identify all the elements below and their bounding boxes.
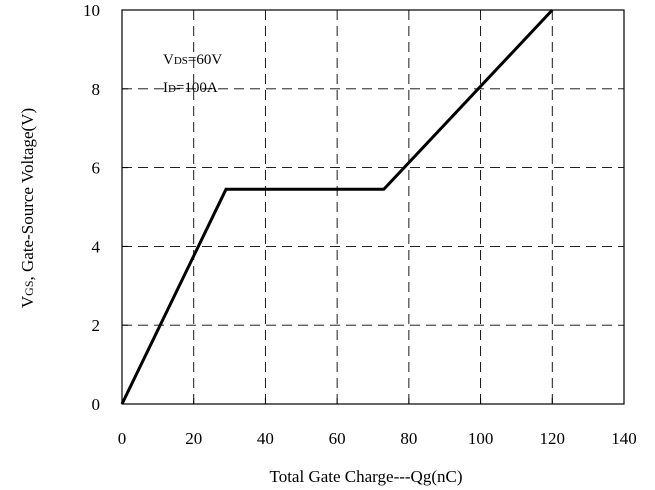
annotation-vds: VDS=60V xyxy=(163,52,222,68)
x-tick-label: 60 xyxy=(329,429,346,448)
x-axis-title: Total Gate Charge---Qg(nC) xyxy=(270,467,463,486)
x-tick-label: 100 xyxy=(468,429,494,448)
x-tick-label: 20 xyxy=(185,429,202,448)
x-tick-label: 120 xyxy=(540,429,566,448)
y-axis-title: VGS, Gate-Source Voltage(V) xyxy=(18,108,37,308)
annotation-id: ID=100A xyxy=(163,80,218,96)
y-tick-label: 8 xyxy=(92,80,101,99)
grid-lines xyxy=(122,10,624,404)
y-tick-label: 6 xyxy=(92,159,101,178)
x-tick-label: 80 xyxy=(400,429,417,448)
gate-charge-curve xyxy=(120,8,554,405)
x-tick-label: 40 xyxy=(257,429,274,448)
y-tick-label: 4 xyxy=(92,237,101,256)
y-tick-label: 0 xyxy=(92,395,101,414)
y-tick-label: 2 xyxy=(92,316,101,335)
y-tick-labels: 0 2 4 6 8 10 xyxy=(83,1,101,414)
x-tick-label: 0 xyxy=(118,429,127,448)
y-tick-label: 10 xyxy=(83,1,100,20)
axis-ticks xyxy=(121,9,625,405)
x-tick-label: 140 xyxy=(611,429,637,448)
x-tick-labels: 0 20 40 60 80 100 120 140 xyxy=(118,429,637,448)
plot-area-frame xyxy=(121,9,625,405)
